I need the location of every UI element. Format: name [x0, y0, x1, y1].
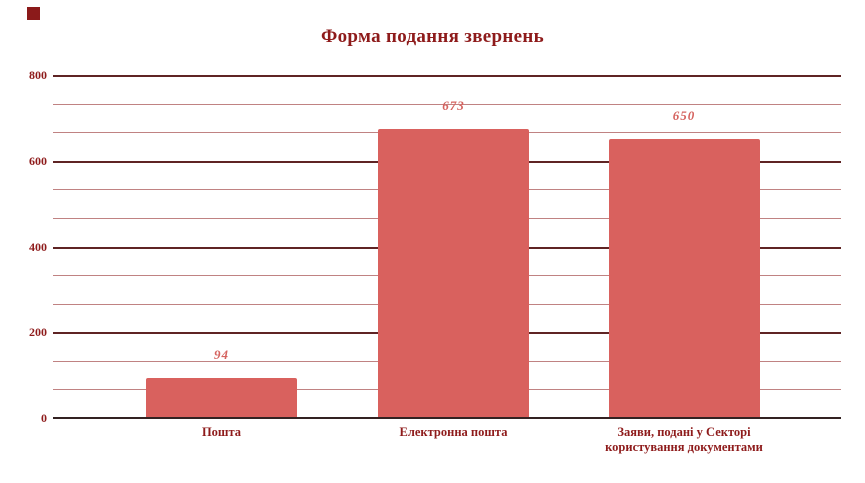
- y-axis-tick-label: 800: [29, 68, 47, 82]
- bar-data-label: 94: [214, 346, 229, 362]
- category-axis-label: Заяви, подані у Секторі користування док…: [605, 425, 763, 454]
- chart-title: Форма подання звернень: [321, 26, 544, 47]
- minor-gridline: [53, 103, 841, 105]
- y-axis-tick-label: 0: [41, 411, 47, 425]
- x-axis-line: [53, 417, 841, 419]
- y-axis-tick-label: 200: [29, 325, 47, 340]
- bar: [608, 139, 760, 418]
- category-axis-label: Електронна пошта: [399, 425, 508, 439]
- corner-marker-square: [27, 7, 40, 20]
- major-gridline: [53, 75, 841, 77]
- bar: [378, 129, 529, 418]
- bar-data-label: 673: [442, 98, 465, 114]
- bar-data-label: 650: [672, 108, 696, 124]
- y-axis-tick-label: 400: [29, 239, 47, 254]
- bar: [146, 377, 297, 418]
- y-axis-tick-label: 600: [29, 153, 47, 168]
- category-axis-label: Пошта: [201, 425, 242, 439]
